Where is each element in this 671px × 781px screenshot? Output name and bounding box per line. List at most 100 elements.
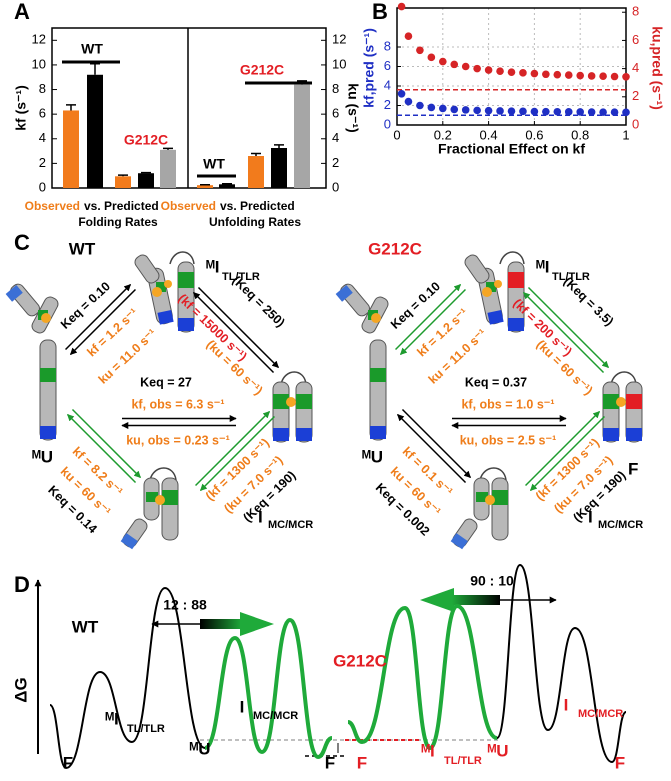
caption: vs. Predicted — [84, 199, 159, 213]
error-bar — [274, 145, 284, 148]
y2-tick-label: 8 — [332, 81, 339, 96]
state-label: F — [63, 753, 73, 772]
population-arrow — [452, 595, 500, 605]
population-arrow — [200, 619, 242, 629]
y-tick-label: 2 — [39, 155, 46, 170]
point — [519, 69, 527, 77]
point — [485, 107, 493, 115]
point — [554, 108, 562, 116]
caption: Unfolding Rates — [209, 215, 301, 229]
group-label: G212C — [124, 132, 168, 148]
y2-tick-label: 2 — [632, 88, 639, 103]
group-label: WT — [203, 156, 225, 172]
error-bar — [222, 184, 232, 185]
point — [565, 71, 573, 79]
y2-tick-label: 0 — [332, 179, 339, 194]
energy-curve — [205, 620, 332, 757]
y-tick-label: 0 — [384, 116, 391, 131]
diagram-title: WT — [69, 239, 96, 258]
y2-tick-label: 8 — [632, 4, 639, 19]
state-label: ᴹU — [32, 447, 53, 466]
point — [428, 54, 436, 62]
error-bar — [141, 173, 151, 174]
point — [405, 32, 413, 40]
y2-tick-label: 12 — [332, 32, 346, 47]
point — [405, 98, 413, 106]
point — [508, 68, 516, 76]
y-tick-label: 10 — [32, 56, 46, 71]
point — [542, 70, 550, 78]
point — [496, 67, 504, 75]
state-label: ᴹU — [189, 739, 210, 758]
y2-tick-label: 4 — [332, 130, 339, 145]
bar — [271, 148, 287, 188]
point — [398, 90, 406, 98]
state-glyph — [603, 372, 642, 442]
point — [462, 106, 470, 114]
state-subscript: MC/MCR — [578, 708, 623, 720]
rate-label: Keq = 0.10 — [388, 279, 443, 332]
point — [611, 108, 619, 116]
y-axis-label: kf (s⁻¹) — [13, 85, 29, 131]
y2-tick-label: 0 — [632, 116, 639, 131]
state-subscript: TL/TLR — [444, 755, 482, 767]
caption: vs. Predicted — [220, 199, 295, 213]
group-label: G212C — [240, 62, 284, 78]
point — [599, 72, 607, 80]
y2-tick-label: 6 — [332, 106, 339, 121]
point — [519, 108, 527, 116]
state-label: ᴹI — [105, 709, 119, 728]
point — [531, 108, 539, 116]
y2-tick-label: 2 — [332, 155, 339, 170]
point — [588, 72, 596, 80]
state-label: I — [564, 695, 569, 714]
caption: Observed — [25, 199, 80, 213]
state-glyph — [121, 468, 178, 549]
point — [439, 105, 447, 113]
rate-label: Keq = 0.10 — [58, 279, 113, 332]
population-ratio: 90 : 10 — [470, 573, 514, 589]
y2-tick-label: 10 — [332, 56, 346, 71]
y-tick-label: 8 — [384, 38, 391, 53]
diagram-title: G212C — [368, 239, 422, 258]
error-bar — [66, 105, 76, 111]
point — [531, 70, 539, 78]
rate-label: ku, obs = 2.5 s⁻¹ — [460, 433, 557, 447]
state-label: ᴹU — [362, 447, 383, 466]
y-tick-label: 6 — [384, 58, 391, 73]
state-glyph — [6, 282, 60, 440]
state-label: F — [615, 753, 625, 772]
y-tick-label: 0 — [39, 179, 46, 194]
bar — [248, 156, 264, 188]
error-bar — [90, 64, 100, 75]
y2-axis-label: ku (s⁻¹) — [345, 83, 361, 132]
population-ratio: 12 : 88 — [163, 597, 207, 613]
point — [611, 73, 619, 81]
rate-label: Keq = 27 — [140, 375, 192, 389]
point — [554, 71, 562, 79]
energy-curve — [497, 565, 626, 762]
state-subscript: TL/TLR — [127, 723, 165, 735]
state-glyph — [336, 282, 390, 440]
error-bar — [118, 175, 128, 176]
y2-axis-label: ku,pred (s⁻¹) — [649, 26, 665, 110]
state-glyph — [451, 468, 508, 549]
point — [542, 108, 550, 116]
point — [496, 107, 504, 115]
point — [565, 108, 573, 116]
state-label: ᴹI — [536, 257, 550, 276]
error-bar — [251, 154, 261, 156]
state-glyph — [463, 252, 524, 332]
y2-tick-label: 6 — [632, 32, 639, 47]
y-axis-label: kf,pred (s⁻¹) — [361, 28, 377, 108]
bar — [115, 176, 131, 188]
point — [588, 108, 596, 116]
state-subscript: MC/MCR — [598, 519, 643, 531]
state-label: I — [240, 697, 245, 716]
x-tick-label: 1 — [622, 127, 629, 142]
point — [576, 108, 584, 116]
group-label: WT — [81, 41, 103, 57]
y-tick-label: 2 — [384, 97, 391, 112]
rate-label: Keq = 0.37 — [465, 375, 527, 389]
